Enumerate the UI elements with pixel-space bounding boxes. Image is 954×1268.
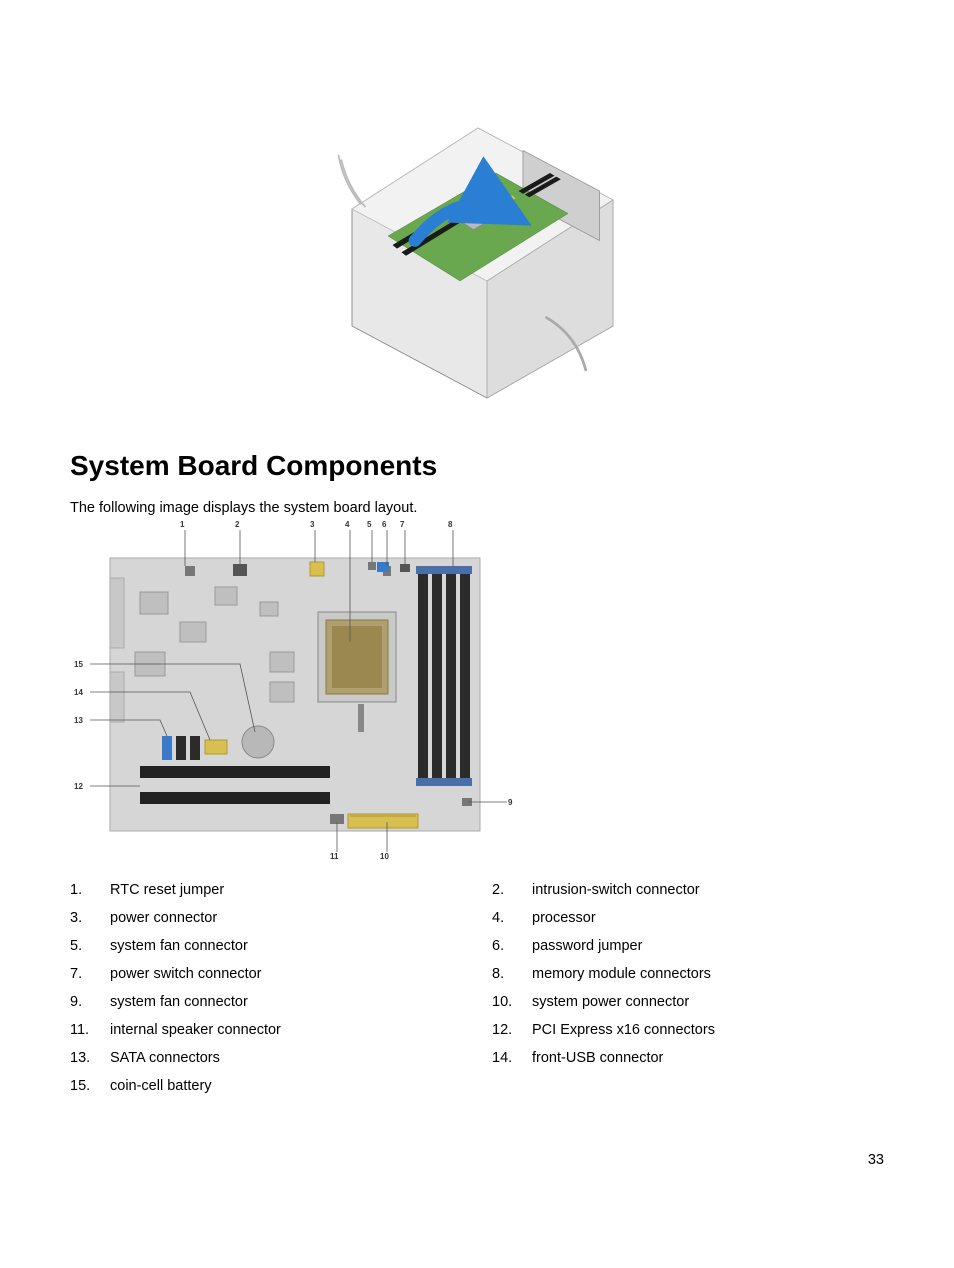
callout-4: 4	[345, 520, 349, 529]
legend-num: 13.	[70, 1050, 110, 1066]
legend-grid: 1.RTC reset jumper 2.intrusion-switch co…	[70, 882, 884, 1094]
legend-num: 14.	[492, 1050, 532, 1066]
callout-15: 15	[74, 660, 83, 669]
legend-num: 15.	[70, 1078, 110, 1094]
chassis-figure	[287, 100, 667, 430]
callout-10: 10	[380, 852, 389, 861]
page-number: 33	[868, 1152, 884, 1168]
section-title: System Board Components	[70, 450, 884, 482]
callout-9: 9	[508, 798, 512, 807]
legend-label: system fan connector	[110, 938, 248, 954]
legend-item: 11.internal speaker connector	[70, 1022, 462, 1038]
legend-item: 8.memory module connectors	[492, 966, 884, 982]
callout-11: 11	[330, 852, 338, 861]
legend-label: processor	[532, 910, 596, 926]
legend-label: coin-cell battery	[110, 1078, 212, 1094]
legend-label: internal speaker connector	[110, 1022, 281, 1038]
callout-7: 7	[400, 520, 404, 529]
legend-item: 1.RTC reset jumper	[70, 882, 462, 898]
legend-item: 3.power connector	[70, 910, 462, 926]
legend-label: system power connector	[532, 994, 689, 1010]
legend-label: front-USB connector	[532, 1050, 663, 1066]
legend-num: 12.	[492, 1022, 532, 1038]
legend-num: 10.	[492, 994, 532, 1010]
callout-1: 1	[180, 520, 184, 529]
callout-13: 13	[74, 716, 83, 725]
legend-label: system fan connector	[110, 994, 248, 1010]
chassis-svg	[307, 110, 647, 410]
board-svg	[70, 522, 510, 862]
legend-num: 11.	[70, 1022, 110, 1038]
legend-item: 5.system fan connector	[70, 938, 462, 954]
legend-label: power connector	[110, 910, 217, 926]
legend-num: 8.	[492, 966, 532, 982]
legend-num: 6.	[492, 938, 532, 954]
legend-item: 14.front-USB connector	[492, 1050, 884, 1066]
callout-12: 12	[74, 782, 83, 791]
legend-label: SATA connectors	[110, 1050, 220, 1066]
legend-num: 1.	[70, 882, 110, 898]
callout-3: 3	[310, 520, 314, 529]
legend-label: RTC reset jumper	[110, 882, 224, 898]
callout-5: 5	[367, 520, 371, 529]
legend-item: 2.intrusion-switch connector	[492, 882, 884, 898]
legend-num: 7.	[70, 966, 110, 982]
callout-14: 14	[74, 688, 83, 697]
callout-8: 8	[448, 520, 452, 529]
legend-item: 9.system fan connector	[70, 994, 462, 1010]
legend-item: 6.password jumper	[492, 938, 884, 954]
legend-label: PCI Express x16 connectors	[532, 1022, 715, 1038]
legend-num: 4.	[492, 910, 532, 926]
legend-label: power switch connector	[110, 966, 262, 982]
board-diagram: 1 2 3 4 5 6 7 8 9 10 11 12 13 14 15	[70, 522, 510, 862]
legend-num: 5.	[70, 938, 110, 954]
legend-label: memory module connectors	[532, 966, 711, 982]
legend-label: password jumper	[532, 938, 642, 954]
legend-item: 10.system power connector	[492, 994, 884, 1010]
legend-item: 7.power switch connector	[70, 966, 462, 982]
legend-num: 9.	[70, 994, 110, 1010]
legend-num: 2.	[492, 882, 532, 898]
intro-text: The following image displays the system …	[70, 500, 884, 516]
legend-item: 4.processor	[492, 910, 884, 926]
legend-item: 12.PCI Express x16 connectors	[492, 1022, 884, 1038]
legend-item: 13.SATA connectors	[70, 1050, 462, 1066]
callout-6: 6	[382, 520, 386, 529]
legend-label: intrusion-switch connector	[532, 882, 700, 898]
callout-2: 2	[235, 520, 239, 529]
legend-num: 3.	[70, 910, 110, 926]
legend-item: 15.coin-cell battery	[70, 1078, 462, 1094]
